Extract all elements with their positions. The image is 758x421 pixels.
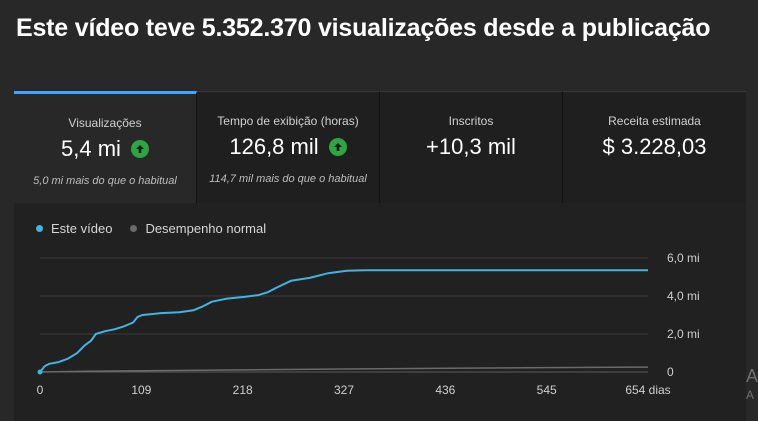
chart-legend: Este vídeo Desempenho normal (36, 221, 284, 236)
legend-item-this-video[interactable]: Este vídeo (36, 221, 112, 236)
metric-title: Receita estimada (608, 114, 701, 128)
metric-value: 5,4 mi (61, 136, 121, 161)
metric-subtitle: 5,0 mi mais do que o habitual (33, 175, 177, 187)
arrow-up-icon (130, 140, 149, 158)
overlay-fragment: A (746, 366, 758, 386)
metric-value: 126,8 mil (229, 134, 319, 159)
x-tick-label: 327 (334, 383, 354, 397)
series-line-this-video (39, 269, 648, 373)
metric-title: Inscritos (448, 114, 494, 128)
x-tick-label: 545 (537, 383, 557, 397)
views-line-chart[interactable]: 0 2,0 mi 4,0 mi 6,0 mi 0 109 218 327 436 545 654 d… (14, 91, 746, 421)
metric-card-subscribers[interactable]: Inscritos +10,3 mil (380, 91, 563, 203)
x-tick-label: 654 dias (625, 383, 670, 397)
x-tick-label: 218 (233, 383, 253, 397)
legend-dot-icon (130, 225, 138, 232)
metric-title: Tempo de exibição (horas) (217, 114, 359, 128)
legend-label: Este vídeo (51, 221, 113, 236)
y-tick-label: 6,0 mi (667, 251, 700, 265)
metric-value: $ 3.228,03 (602, 134, 707, 159)
series-line-typical (39, 366, 649, 373)
y-tick-label: 0 (667, 365, 674, 379)
metric-card-views[interactable]: Visualizações 5,4 mi 5,0 mi mais do que … (14, 91, 197, 203)
legend-item-typical[interactable]: Desempenho normal (130, 221, 266, 236)
legend-label: Desempenho normal (145, 221, 267, 236)
metric-title: Visualizações (68, 116, 142, 130)
metric-value-row: 126,8 mil (197, 134, 379, 160)
metric-value-row: $ 3.228,03 (563, 134, 746, 160)
page-title: Este vídeo teve 5.352.370 visualizações … (16, 14, 711, 42)
legend-dot-icon (36, 225, 43, 232)
metric-subtitle: 114,7 mil mais do que o habitual (209, 173, 367, 185)
x-tick-label: 109 (131, 383, 151, 397)
metric-value-row: +10,3 mil (380, 134, 562, 160)
analytics-panel: Visualizações 5,4 mi 5,0 mi mais do que … (14, 91, 746, 421)
x-tick-label: 0 (37, 383, 44, 397)
overlay-fragment: A (746, 388, 755, 402)
metric-cards: Visualizações 5,4 mi 5,0 mi mais do que … (14, 91, 746, 203)
metric-value-row: 5,4 mi (14, 136, 196, 162)
y-tick-label: 2,0 mi (667, 327, 700, 341)
y-tick-label: 4,0 mi (667, 289, 700, 303)
arrow-up-icon (328, 138, 347, 156)
x-tick-label: 436 (435, 383, 455, 397)
metric-value: +10,3 mil (426, 134, 516, 159)
metric-card-revenue[interactable]: Receita estimada $ 3.228,03 (563, 91, 746, 203)
series-start-point (37, 369, 43, 375)
metric-card-watch-time[interactable]: Tempo de exibição (horas) 126,8 mil 114,… (197, 91, 380, 203)
